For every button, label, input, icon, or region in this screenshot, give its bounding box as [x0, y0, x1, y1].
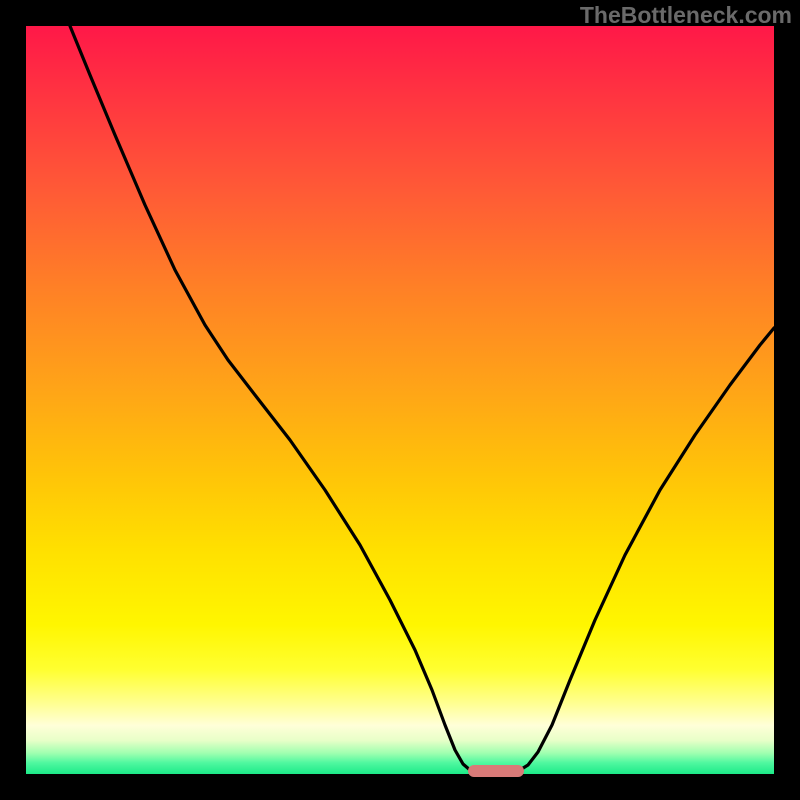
- bottleneck-chart: [0, 0, 800, 800]
- plot-gradient-background: [26, 26, 774, 774]
- watermark-text: TheBottleneck.com: [580, 2, 792, 29]
- optimal-range-marker: [468, 765, 524, 777]
